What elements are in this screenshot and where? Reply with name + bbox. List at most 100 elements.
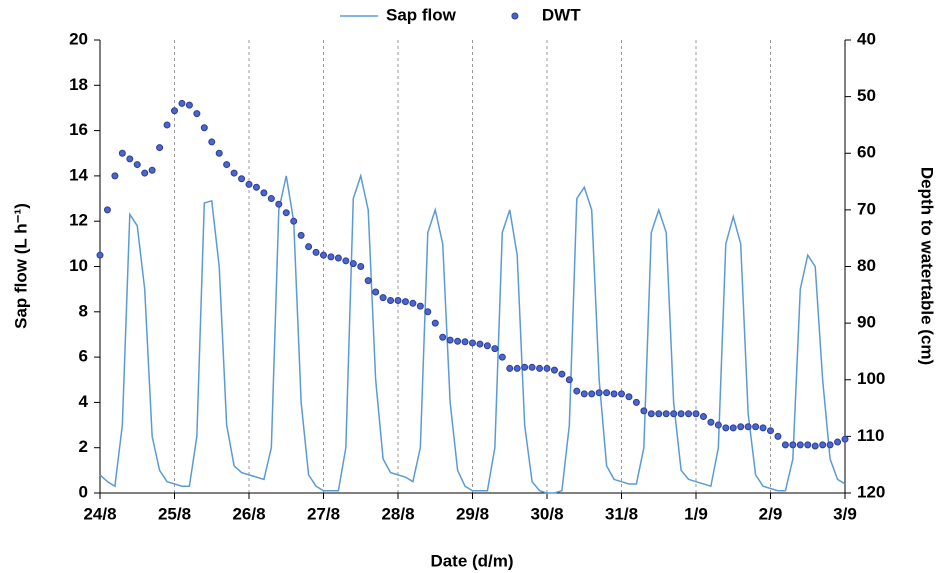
- x-tick-label: 2/9: [759, 504, 783, 523]
- dwt-point: [804, 441, 812, 449]
- dwt-point: [565, 376, 573, 384]
- x-tick-label: 31/8: [605, 504, 638, 523]
- legend-swatch: [511, 12, 519, 20]
- dwt-point: [483, 342, 491, 350]
- y2-axis-label: Depth to watertable (cm): [918, 167, 937, 365]
- dwt-point: [387, 296, 395, 304]
- dwt-point: [811, 442, 819, 450]
- dwt-point: [707, 418, 715, 426]
- y-tick-label: 8: [79, 301, 88, 320]
- dwt-point: [744, 423, 752, 431]
- dwt-point: [401, 298, 409, 306]
- y2-tick-label: 80: [857, 256, 876, 275]
- dwt-point: [312, 248, 320, 256]
- dwt-point: [476, 340, 484, 348]
- dwt-point: [394, 296, 402, 304]
- dwt-point: [625, 393, 633, 401]
- y-tick-label: 10: [69, 256, 88, 275]
- dwt-point: [796, 441, 804, 449]
- x-tick-label: 29/8: [456, 504, 489, 523]
- x-tick-label: 1/9: [684, 504, 708, 523]
- dwt-point: [789, 441, 797, 449]
- y2-tick-label: 90: [857, 313, 876, 332]
- dwt-point: [439, 333, 447, 341]
- dwt-point: [208, 138, 216, 146]
- y2-tick-label: 60: [857, 143, 876, 162]
- dwt-point: [491, 345, 499, 353]
- dwt-point: [588, 390, 596, 398]
- dwt-point: [163, 121, 171, 129]
- dwt-point: [215, 149, 223, 157]
- dwt-point: [498, 353, 506, 361]
- dwt-point: [364, 277, 372, 285]
- y2-tick-label: 70: [857, 199, 876, 218]
- y-tick-label: 20: [69, 29, 88, 48]
- dwt-point: [506, 364, 514, 372]
- dwt-point: [245, 180, 253, 188]
- dwt-point: [141, 169, 149, 177]
- dwt-point: [759, 424, 767, 432]
- dwt-point: [238, 175, 246, 183]
- dwt-point: [550, 366, 558, 374]
- dwt-point: [774, 432, 782, 440]
- dwt-point: [543, 364, 551, 372]
- y-tick-label: 14: [69, 165, 88, 184]
- x-tick-label: 24/8: [83, 504, 116, 523]
- dwt-point: [714, 421, 722, 429]
- x-tick-label: 25/8: [158, 504, 191, 523]
- legend-label: DWT: [542, 5, 581, 24]
- y-tick-label: 2: [79, 437, 88, 456]
- dwt-point: [275, 200, 283, 208]
- dwt-point: [819, 441, 827, 449]
- y-tick-label: 4: [79, 392, 89, 411]
- dwt-point: [632, 398, 640, 406]
- y-tick-label: 6: [79, 347, 88, 366]
- dwt-point: [461, 338, 469, 346]
- dwt-point: [118, 149, 126, 157]
- x-tick-label: 28/8: [381, 504, 414, 523]
- dwt-point: [357, 263, 365, 270]
- dwt-point: [722, 424, 730, 432]
- dwt-point: [603, 389, 611, 397]
- dwt-point: [580, 390, 588, 398]
- y2-tick-label: 110: [857, 426, 884, 445]
- y2-tick-label: 120: [857, 482, 885, 501]
- y-tick-label: 0: [79, 482, 88, 501]
- y2-tick-label: 50: [857, 86, 876, 105]
- dwt-point: [416, 302, 424, 310]
- y-tick-label: 12: [69, 211, 88, 230]
- dwt-point: [372, 288, 380, 296]
- x-axis-label: Date (d/m): [430, 551, 513, 570]
- dwt-point: [662, 410, 670, 418]
- dwt-point: [133, 161, 141, 169]
- dwt-point: [223, 161, 231, 169]
- dwt-point: [379, 294, 387, 302]
- dwt-point: [334, 254, 342, 262]
- dwt-point: [610, 390, 618, 398]
- dwt-point: [528, 363, 536, 371]
- dwt-point: [595, 389, 603, 397]
- x-tick-label: 3/9: [833, 504, 857, 523]
- dwt-point: [267, 195, 275, 203]
- dwt-point: [521, 363, 529, 371]
- y-axis-label: Sap flow (L h⁻¹): [11, 203, 30, 329]
- dwt-point: [103, 206, 111, 214]
- y-tick-label: 16: [69, 120, 88, 139]
- dwt-point: [752, 423, 760, 431]
- dwt-point: [558, 370, 566, 378]
- dwt-point: [424, 308, 432, 316]
- dwt-point: [111, 172, 119, 180]
- dwt-point: [647, 410, 655, 418]
- dwt-point: [290, 217, 298, 225]
- dwt-point: [282, 209, 290, 217]
- dwt-point: [655, 410, 663, 418]
- dwt-point: [767, 427, 774, 435]
- dwt-point: [826, 441, 834, 449]
- dwt-point: [677, 410, 685, 418]
- dwt-point: [126, 155, 134, 163]
- dwt-point: [841, 435, 849, 443]
- dwt-point: [536, 364, 544, 372]
- dwt-point: [692, 410, 700, 418]
- dwt-point: [699, 413, 707, 421]
